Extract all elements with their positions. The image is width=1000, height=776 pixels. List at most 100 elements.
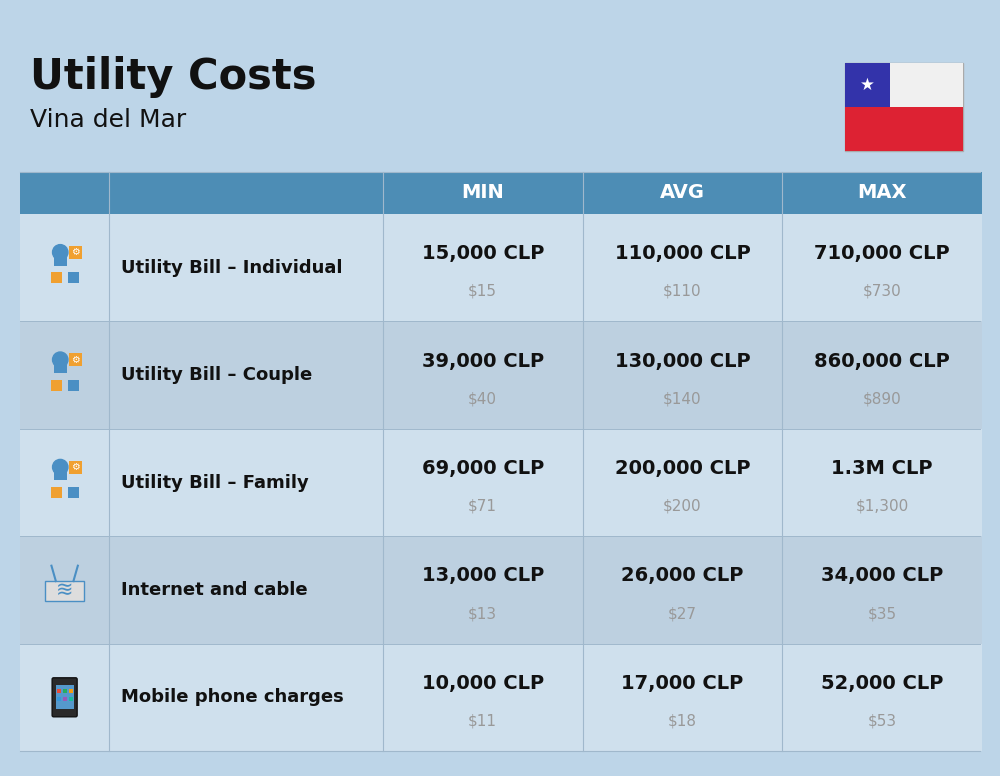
Bar bbox=[383, 172, 583, 214]
Bar bbox=[583, 214, 782, 321]
Bar bbox=[45, 581, 84, 601]
Bar bbox=[109, 172, 383, 214]
Bar bbox=[109, 214, 383, 321]
Text: Utility Costs: Utility Costs bbox=[30, 56, 316, 98]
Text: 52,000 CLP: 52,000 CLP bbox=[821, 674, 943, 693]
Bar bbox=[20, 429, 109, 536]
Bar bbox=[583, 321, 782, 429]
Bar bbox=[583, 172, 782, 214]
Text: $730: $730 bbox=[863, 284, 901, 299]
Text: $53: $53 bbox=[868, 713, 897, 729]
Text: Utility Bill – Family: Utility Bill – Family bbox=[121, 473, 309, 491]
Text: $13: $13 bbox=[468, 606, 497, 621]
Text: $1,300: $1,300 bbox=[855, 499, 909, 514]
Text: $110: $110 bbox=[663, 284, 702, 299]
Bar bbox=[68, 487, 79, 498]
Bar bbox=[69, 246, 82, 259]
Bar bbox=[56, 685, 74, 709]
FancyBboxPatch shape bbox=[52, 677, 77, 717]
Text: 13,000 CLP: 13,000 CLP bbox=[422, 566, 544, 585]
Text: $200: $200 bbox=[663, 499, 702, 514]
Bar bbox=[20, 172, 109, 214]
Bar bbox=[845, 107, 963, 151]
Bar bbox=[69, 460, 82, 473]
Bar bbox=[109, 321, 383, 429]
Bar bbox=[383, 429, 583, 536]
Text: MIN: MIN bbox=[461, 183, 504, 203]
Text: Utility Bill – Couple: Utility Bill – Couple bbox=[121, 366, 313, 384]
Text: 39,000 CLP: 39,000 CLP bbox=[422, 352, 544, 371]
Text: $15: $15 bbox=[468, 284, 497, 299]
Bar bbox=[109, 536, 383, 643]
Text: $40: $40 bbox=[468, 391, 497, 406]
Bar bbox=[109, 429, 383, 536]
Bar bbox=[782, 214, 982, 321]
Text: $71: $71 bbox=[468, 499, 497, 514]
Bar bbox=[20, 214, 109, 321]
Text: Mobile phone charges: Mobile phone charges bbox=[121, 688, 344, 706]
Text: $35: $35 bbox=[868, 606, 897, 621]
Bar bbox=[54, 360, 67, 373]
Bar bbox=[54, 467, 67, 480]
Text: $18: $18 bbox=[668, 713, 697, 729]
Text: 69,000 CLP: 69,000 CLP bbox=[422, 459, 544, 478]
Text: 130,000 CLP: 130,000 CLP bbox=[615, 352, 750, 371]
Bar bbox=[63, 698, 67, 702]
Text: 110,000 CLP: 110,000 CLP bbox=[615, 244, 750, 263]
Bar bbox=[890, 63, 963, 107]
Bar bbox=[51, 487, 62, 498]
Text: Internet and cable: Internet and cable bbox=[121, 581, 308, 599]
Bar bbox=[109, 643, 383, 751]
Bar bbox=[51, 272, 62, 283]
Bar bbox=[20, 643, 109, 751]
Text: 15,000 CLP: 15,000 CLP bbox=[422, 244, 544, 263]
Bar bbox=[782, 172, 982, 214]
Bar bbox=[782, 321, 982, 429]
Text: Utility Bill – Individual: Utility Bill – Individual bbox=[121, 258, 343, 277]
Bar bbox=[583, 536, 782, 643]
Circle shape bbox=[53, 459, 68, 475]
Text: 10,000 CLP: 10,000 CLP bbox=[422, 674, 544, 693]
Bar bbox=[20, 536, 109, 643]
Text: ⚙: ⚙ bbox=[71, 462, 80, 472]
Bar bbox=[54, 252, 67, 265]
Text: ≋: ≋ bbox=[56, 580, 73, 600]
Text: $27: $27 bbox=[668, 606, 697, 621]
Bar bbox=[69, 353, 82, 366]
Bar bbox=[782, 643, 982, 751]
Bar bbox=[63, 689, 67, 693]
Text: 17,000 CLP: 17,000 CLP bbox=[621, 674, 744, 693]
Text: $140: $140 bbox=[663, 391, 702, 406]
Text: 1.3M CLP: 1.3M CLP bbox=[831, 459, 933, 478]
Bar bbox=[845, 63, 963, 151]
Bar bbox=[57, 698, 61, 702]
Text: AVG: AVG bbox=[660, 183, 705, 203]
Bar bbox=[68, 272, 79, 283]
Text: 710,000 CLP: 710,000 CLP bbox=[814, 244, 950, 263]
Bar bbox=[383, 214, 583, 321]
Bar bbox=[68, 379, 79, 390]
Circle shape bbox=[53, 352, 68, 367]
Text: ★: ★ bbox=[860, 76, 875, 94]
Bar bbox=[20, 321, 109, 429]
Bar bbox=[383, 643, 583, 751]
Text: ⚙: ⚙ bbox=[71, 355, 80, 365]
Bar bbox=[51, 379, 62, 390]
Bar bbox=[57, 689, 61, 693]
Text: $890: $890 bbox=[863, 391, 901, 406]
Bar bbox=[69, 698, 73, 702]
Bar bbox=[383, 321, 583, 429]
Bar bbox=[782, 536, 982, 643]
Text: Vina del Mar: Vina del Mar bbox=[30, 108, 186, 132]
Bar bbox=[383, 536, 583, 643]
Text: 34,000 CLP: 34,000 CLP bbox=[821, 566, 943, 585]
Text: 860,000 CLP: 860,000 CLP bbox=[814, 352, 950, 371]
Text: ⚙: ⚙ bbox=[71, 248, 80, 258]
Bar bbox=[69, 689, 73, 693]
Text: 200,000 CLP: 200,000 CLP bbox=[615, 459, 750, 478]
Bar bbox=[583, 643, 782, 751]
Bar bbox=[782, 429, 982, 536]
Bar bbox=[583, 429, 782, 536]
Text: MAX: MAX bbox=[857, 183, 907, 203]
Text: 26,000 CLP: 26,000 CLP bbox=[621, 566, 744, 585]
